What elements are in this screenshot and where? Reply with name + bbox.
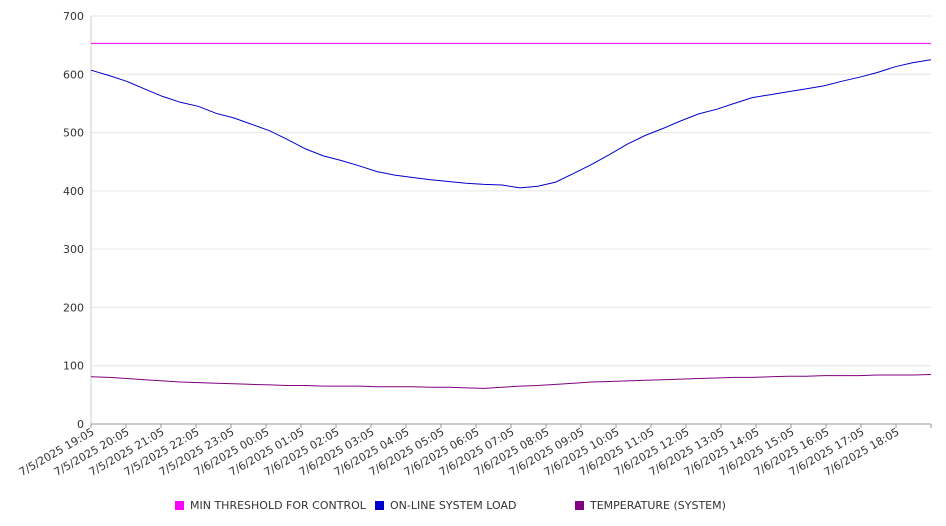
on-line-system-load-line (90, 59, 932, 189)
grid-lines (91, 15, 931, 367)
axes (90, 16, 932, 428)
x-tick-labels: 7/5/2025 19:057/5/2025 20:057/5/2025 21:… (17, 425, 902, 479)
legend-item-temperature: TEMPERATURE (SYSTEM) (575, 499, 726, 512)
y-tick-label: 600 (63, 68, 84, 81)
legend-swatch-system-load (375, 501, 384, 510)
y-tick-label: 500 (63, 127, 84, 140)
y-tick-label: 300 (63, 243, 84, 256)
y-tick-label: 200 (63, 301, 84, 314)
legend-swatch-temperature (575, 501, 584, 510)
y-tick-label: 700 (63, 10, 84, 23)
legend-swatch-threshold (175, 501, 184, 510)
legend-label-threshold: MIN THRESHOLD FOR CONTROL (190, 499, 366, 512)
legend-item-threshold: MIN THRESHOLD FOR CONTROL (175, 499, 366, 512)
legend-label-system-load: ON-LINE SYSTEM LOAD (390, 499, 517, 512)
legend-label-temperature: TEMPERATURE (SYSTEM) (590, 499, 726, 512)
series-lines (90, 42, 932, 389)
legend: MIN THRESHOLD FOR CONTROL ON-LINE SYSTEM… (0, 499, 946, 515)
legend-item-system-load: ON-LINE SYSTEM LOAD (375, 499, 516, 512)
y-tick-labels: 0 100 200 300 400 500 600 700 (63, 10, 84, 431)
temperature-system-line (90, 374, 932, 389)
y-tick-label: 0 (77, 418, 84, 431)
y-tick-label: 100 (63, 360, 84, 373)
y-tick-label: 400 (63, 185, 84, 198)
